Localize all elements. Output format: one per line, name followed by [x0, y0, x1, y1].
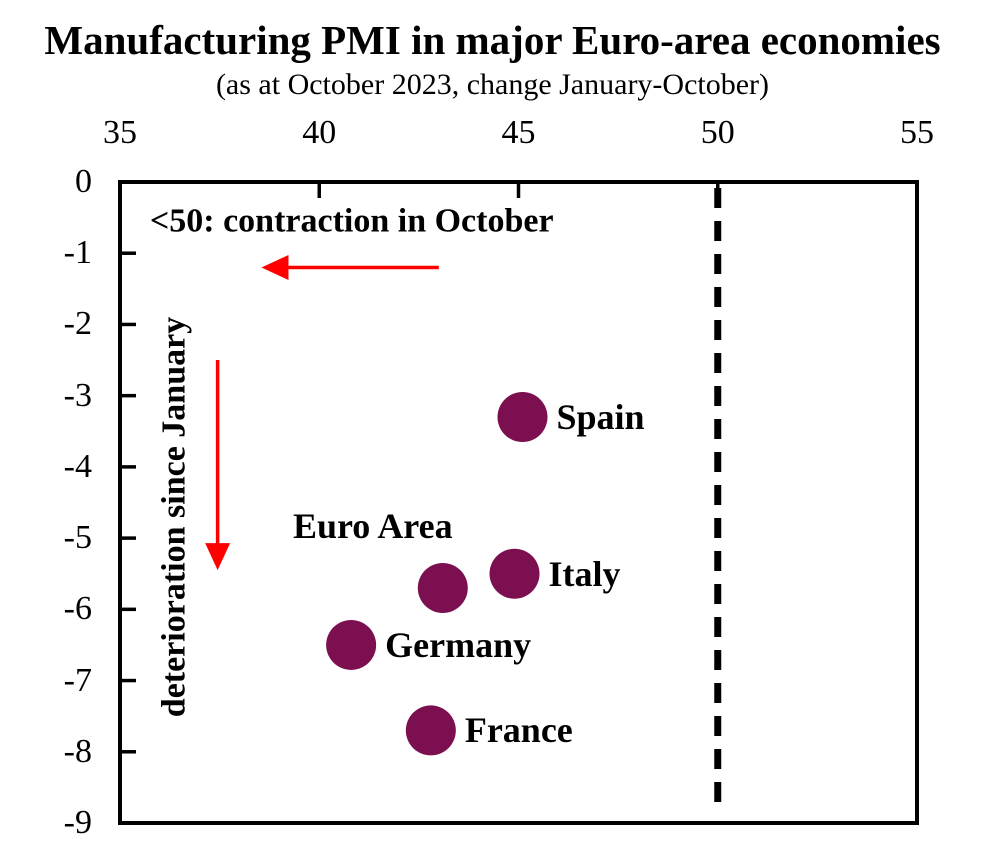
y-axis-tick-label: -7: [63, 661, 92, 699]
y-axis-tick-label: -5: [63, 519, 92, 557]
plot-area-border: [118, 180, 919, 825]
y-axis-tick-label: -1: [63, 234, 92, 272]
data-point-spain: [497, 392, 548, 443]
y-axis-tick-label: -2: [63, 305, 92, 343]
y-axis-tick-label: -9: [63, 804, 92, 841]
left-arrow-head: [261, 254, 289, 280]
data-point-germany: [326, 619, 377, 670]
data-point-label-euro-area: Euro Area: [292, 505, 453, 546]
y-axis-tick-label: -8: [63, 732, 92, 770]
chart-title: Manufacturing PMI in major Euro-area eco…: [44, 17, 941, 63]
x-axis-tick-label: 35: [103, 114, 137, 151]
data-point-label-france: France: [464, 710, 573, 751]
annotation-deterioration-note: deterioration since January: [155, 316, 193, 717]
data-point-label-germany: Germany: [385, 624, 532, 665]
x-axis-tick-label: 50: [700, 114, 735, 151]
down-arrow-head: [205, 543, 231, 571]
data-point-label-spain: Spain: [556, 397, 645, 438]
y-axis-tick-label: -6: [63, 590, 92, 628]
x-axis-tick-label: 55: [900, 114, 934, 151]
y-axis-tick-label: -4: [63, 447, 92, 485]
data-point-euro-area: [417, 562, 468, 613]
chart-subtitle: (as at October 2023, change January-Octo…: [215, 68, 770, 101]
x-axis-tick-label: 40: [302, 114, 337, 151]
data-point-france: [405, 705, 456, 756]
data-point-label-italy: Italy: [548, 553, 621, 594]
x-axis-tick-label: 45: [501, 114, 536, 151]
data-point-italy: [489, 548, 540, 599]
y-axis-tick-label: -3: [63, 376, 92, 414]
annotation-contraction-note: <50: contraction in October: [149, 202, 554, 240]
y-axis-tick-label: 0: [75, 163, 92, 200]
